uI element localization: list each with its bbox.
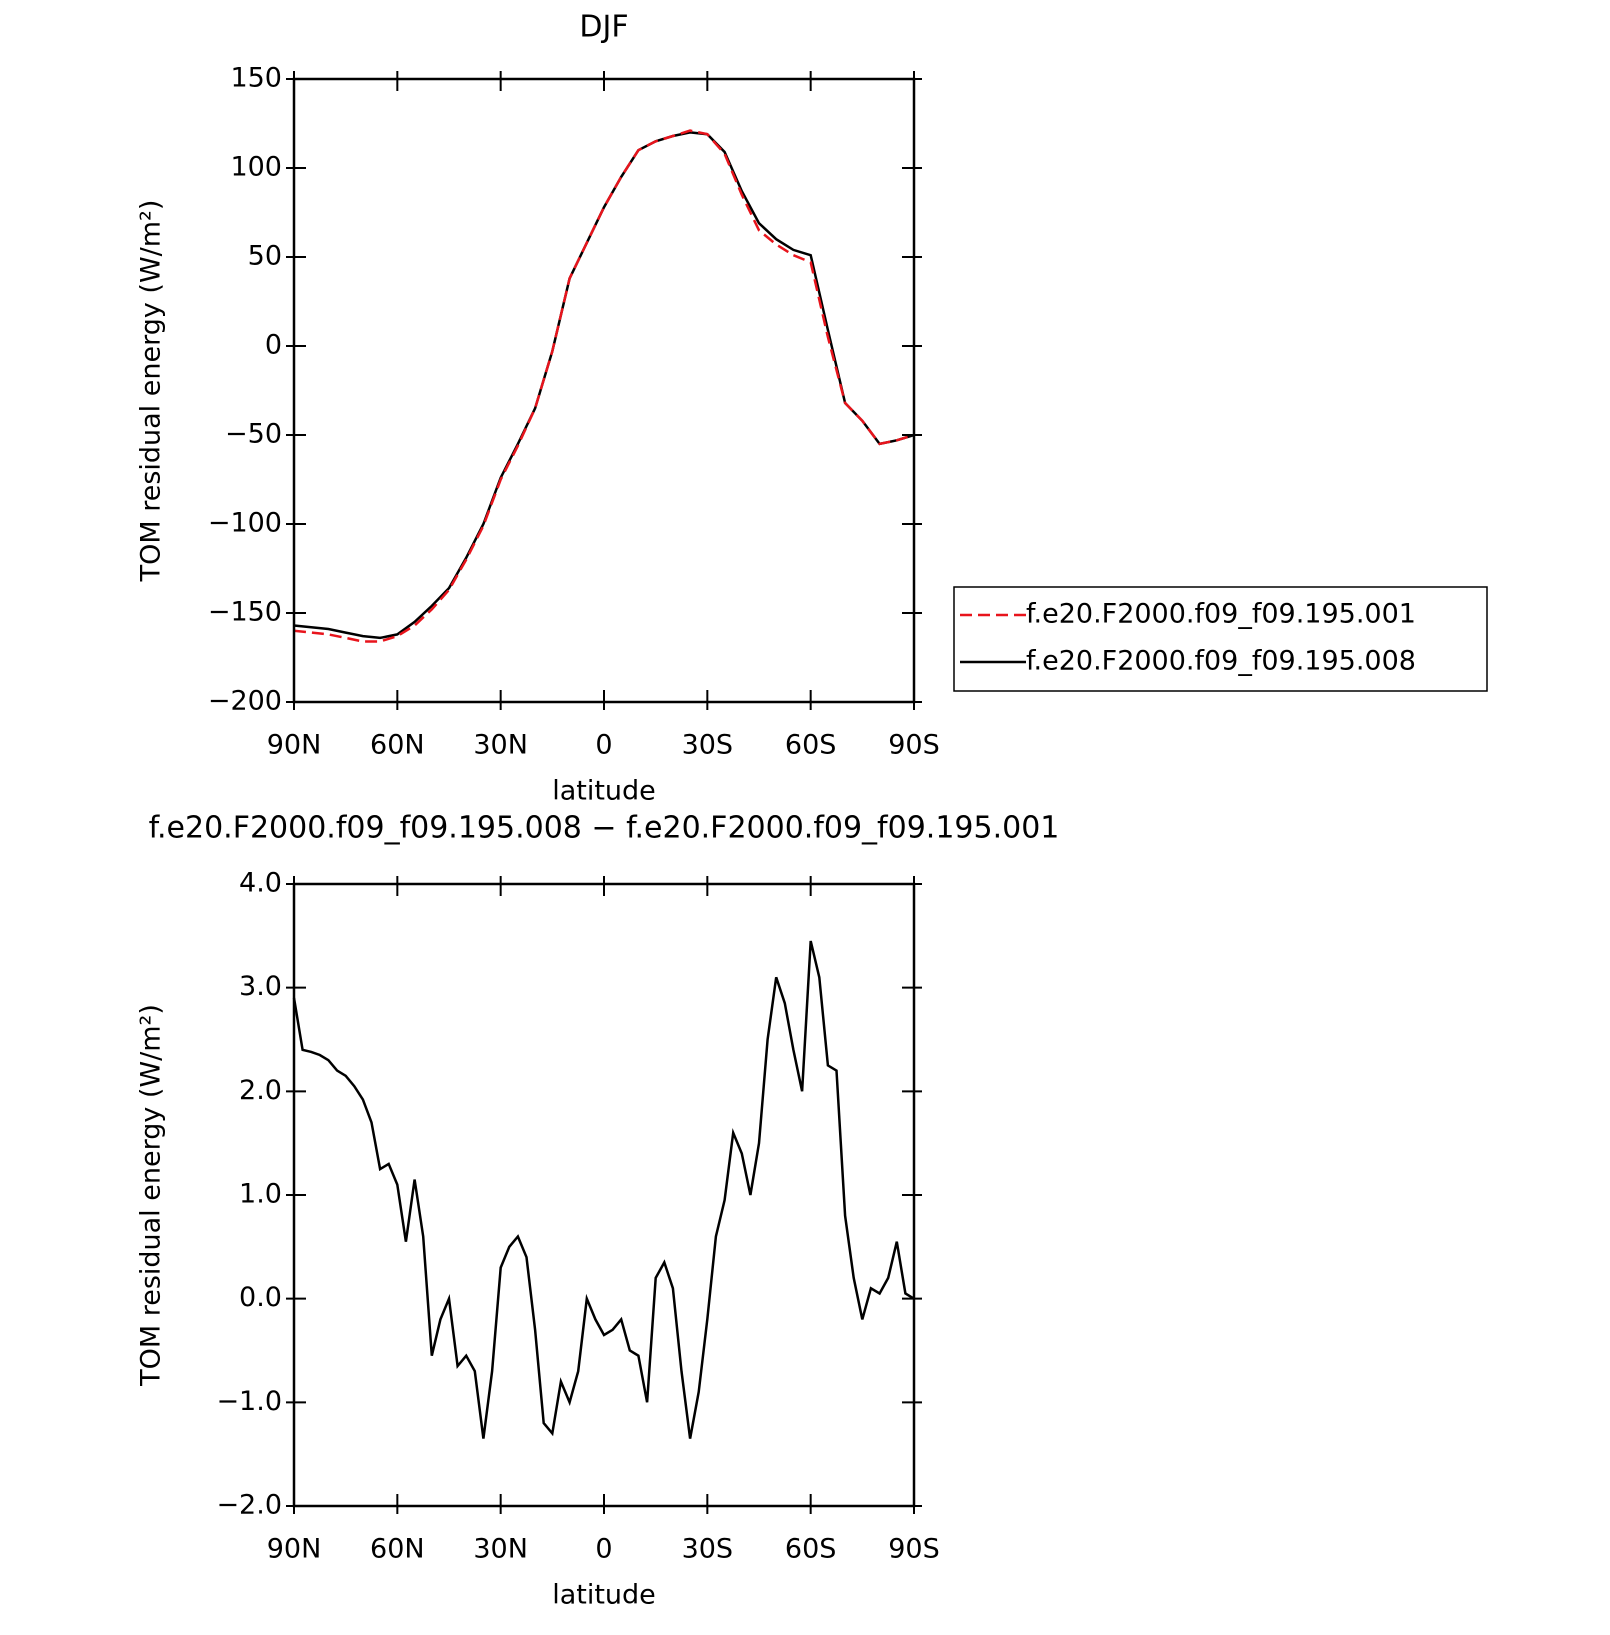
x-axis-label: latitude: [552, 776, 656, 807]
x-tick-label: 30S: [682, 1534, 734, 1565]
y-tick-label: −100: [208, 508, 282, 539]
x-tick-label: 90N: [267, 1534, 322, 1565]
x-tick-label: 60S: [785, 1534, 837, 1565]
x-axis-label: latitude: [552, 1580, 656, 1611]
y-tick-label: −1.0: [216, 1386, 282, 1417]
y-tick-label: −150: [208, 597, 282, 628]
x-tick-label: 90N: [267, 730, 322, 761]
x-tick-label: 90S: [888, 730, 940, 761]
y-axis-label: TOM residual energy (W/m²): [136, 1004, 167, 1387]
x-tick-label: 90S: [888, 1534, 940, 1565]
data-line: [293, 129, 915, 643]
data-line: [293, 131, 915, 640]
y-tick-label: 0: [265, 330, 282, 361]
y-tick-label: 0.0: [239, 1282, 282, 1313]
chart-title: DJF: [579, 10, 628, 45]
data-line: [292, 940, 915, 1439]
x-tick-label: 60N: [370, 1534, 425, 1565]
x-tick-label: 30N: [473, 1534, 528, 1565]
legend-label: f.e20.F2000.f09_f09.195.008: [1026, 646, 1416, 677]
y-tick-label: −2.0: [216, 1490, 282, 1521]
x-tick-label: 60N: [370, 730, 425, 761]
x-tick-label: 30S: [682, 730, 734, 761]
y-axis-label: TOM residual energy (W/m²): [136, 200, 167, 583]
chart-title: f.e20.F2000.f09_f09.195.008 − f.e20.F200…: [149, 811, 1060, 846]
y-tick-label: 2.0: [239, 1075, 282, 1106]
legend-label: f.e20.F2000.f09_f09.195.001: [1026, 599, 1416, 630]
y-tick-label: 4.0: [239, 868, 282, 899]
x-tick-label: 60S: [785, 730, 837, 761]
y-tick-label: −50: [225, 419, 282, 450]
x-tick-label: 30N: [473, 730, 528, 761]
y-tick-label: 150: [230, 63, 282, 94]
plot-frame: [292, 77, 916, 704]
y-tick-label: 50: [248, 241, 282, 272]
plot-frame: [292, 882, 916, 1508]
y-tick-label: 1.0: [239, 1179, 282, 1210]
y-tick-label: −200: [208, 686, 282, 717]
x-tick-label: 0: [595, 730, 612, 761]
y-tick-label: 100: [230, 152, 282, 183]
legend-box: [953, 586, 1488, 692]
y-tick-label: 3.0: [239, 971, 282, 1002]
x-tick-label: 0: [595, 1534, 612, 1565]
